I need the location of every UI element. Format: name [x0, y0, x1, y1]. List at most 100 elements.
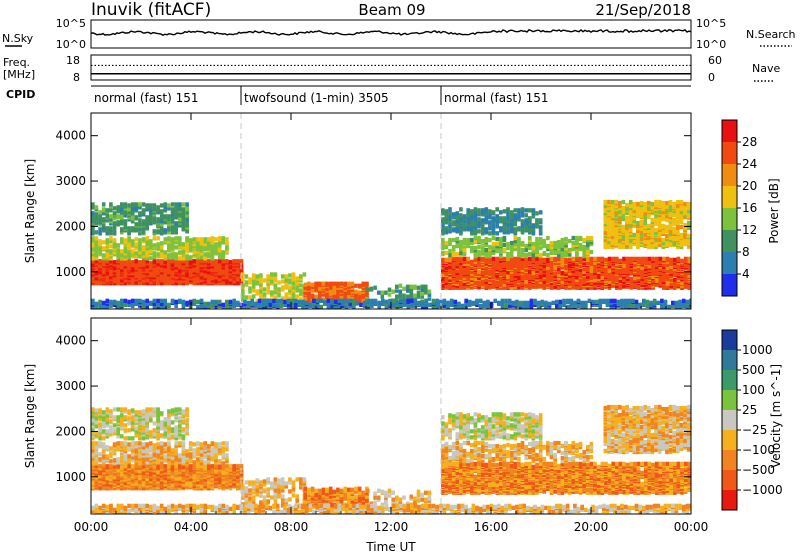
scatter-cell	[310, 288, 315, 293]
scatter-cell	[441, 229, 445, 234]
scatter-cell	[159, 209, 164, 214]
scatter-cell	[448, 207, 452, 212]
scatter-cell	[480, 247, 485, 253]
scatter-cell	[101, 228, 106, 233]
scatter-cell	[679, 232, 684, 238]
scatter-cell	[145, 253, 149, 258]
scatter-cell	[91, 236, 95, 241]
scatter-cell	[679, 213, 684, 219]
scatter-cell	[473, 207, 478, 212]
scatter-cell	[444, 209, 449, 214]
scatter-cell	[361, 298, 366, 303]
scatter-cell	[109, 239, 113, 244]
scatter-cell	[188, 238, 193, 243]
scatter-cell	[354, 283, 358, 288]
scatter-cell	[687, 256, 691, 261]
scatter-cell	[632, 218, 637, 224]
scatter-cell	[557, 239, 561, 245]
scatter-cell	[127, 226, 131, 231]
scatter-cell	[343, 281, 347, 286]
scatter-cell	[188, 255, 193, 260]
scatter-cell	[203, 259, 207, 264]
scatter-cell	[130, 249, 135, 254]
scatter-cell	[686, 205, 691, 211]
scatter-cell	[291, 288, 296, 293]
scatter-cell	[163, 302, 168, 307]
scatter-cell	[618, 209, 622, 215]
scatter-cell	[600, 256, 605, 261]
scatter-cell	[145, 249, 149, 254]
scatter-cell	[402, 293, 406, 298]
scatter-cell	[502, 271, 507, 276]
nave-label: Nave	[752, 62, 780, 75]
scatter-cell	[366, 287, 370, 292]
scatter-cell	[502, 278, 507, 283]
scatter-cell	[448, 229, 452, 234]
scatter-cell	[225, 237, 229, 242]
scatter-cell	[291, 281, 296, 286]
scatter-cell	[192, 298, 197, 303]
scatter-cell	[477, 217, 481, 222]
scatter-cell	[134, 215, 139, 220]
scatter-cell	[354, 298, 358, 303]
scatter-cell	[470, 231, 474, 236]
scatter-cell	[163, 250, 168, 255]
scatter-cell	[178, 298, 182, 303]
scatter-cell	[91, 298, 95, 303]
scatter-cell	[109, 259, 113, 264]
scatter-cell	[210, 236, 215, 241]
scatter-cell	[427, 296, 432, 301]
scatter-cell	[416, 285, 421, 290]
scatter-cell	[513, 282, 518, 287]
scatter-cell	[480, 224, 485, 229]
scatter-cell	[370, 298, 374, 303]
scatter-cell	[614, 231, 618, 237]
scatter-cell	[416, 290, 421, 295]
scatter-cell	[109, 244, 113, 249]
scatter-cell	[459, 256, 463, 261]
scatter-cell	[618, 203, 622, 209]
scatter-cell	[109, 299, 113, 304]
scatter-cell	[477, 235, 481, 241]
scatter-cell	[513, 256, 518, 261]
scatter-cell	[567, 238, 572, 244]
scatter-cell	[499, 275, 503, 280]
nave-right-tick-bottom: 0	[708, 71, 715, 84]
scatter-cell	[683, 278, 688, 283]
scatter-cell	[683, 234, 687, 240]
scatter-cell	[280, 279, 285, 284]
scatter-cell	[531, 270, 536, 275]
scatter-cell	[578, 235, 583, 241]
scatter-cell	[517, 236, 521, 242]
scatter-cell	[662, 262, 666, 267]
scatter-cell	[643, 228, 647, 234]
scatter-cell	[181, 207, 186, 212]
scatter-cell	[98, 215, 102, 220]
scatter-cell	[318, 289, 322, 294]
scatter-cell	[141, 208, 146, 213]
scatter-cell	[280, 274, 285, 279]
scatter-cell	[181, 212, 186, 217]
scatter-cell	[564, 250, 568, 256]
scatter-cell	[159, 251, 164, 256]
scatter-cell	[321, 281, 326, 286]
scatter-cell	[560, 237, 565, 243]
scatter-cell	[676, 256, 681, 261]
scatter-cell	[152, 207, 157, 212]
scatter-cell	[288, 296, 292, 301]
scatter-cell	[513, 222, 518, 227]
scatter-cell	[196, 259, 200, 264]
scatter-cell	[347, 289, 351, 294]
scatter-cell	[307, 281, 311, 286]
scatter-cell	[152, 220, 157, 225]
scatter-cell	[427, 292, 432, 297]
scatter-cell	[203, 252, 207, 257]
scatter-cell	[141, 251, 146, 256]
scatter-cell	[127, 246, 131, 251]
scatter-cell	[149, 261, 153, 266]
scatter-cell	[644, 260, 648, 265]
scatter-cell	[270, 290, 274, 295]
scatter-cell	[424, 287, 428, 292]
scatter-cell	[517, 251, 521, 257]
scatter-cell	[480, 238, 485, 244]
